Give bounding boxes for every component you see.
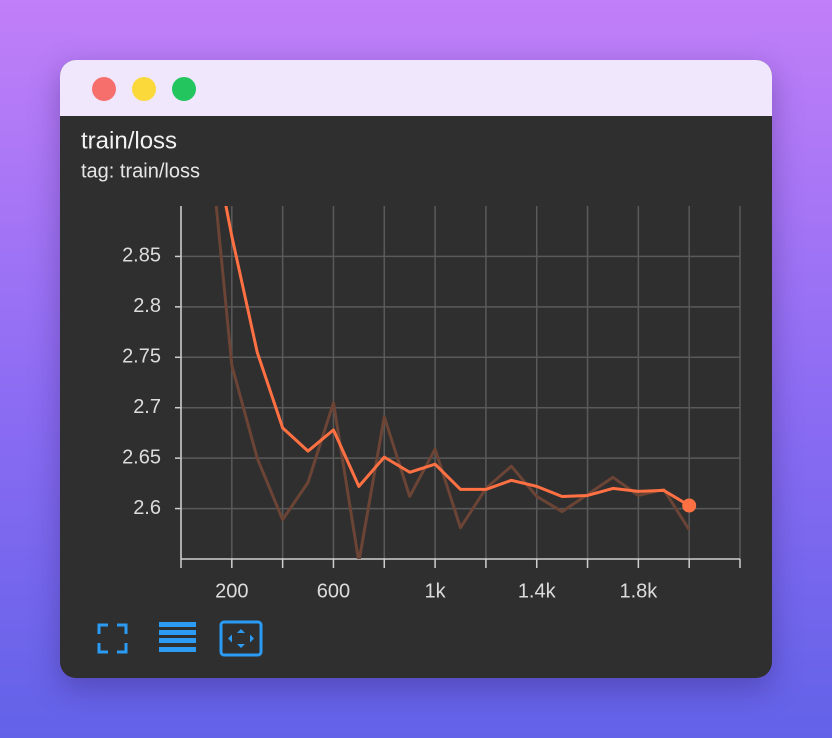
x-tick-label: 1k bbox=[425, 580, 447, 602]
x-tick-label: 1.4k bbox=[518, 580, 557, 602]
x-tick-label: 600 bbox=[317, 580, 350, 602]
y-tick-label: 2.65 bbox=[122, 446, 161, 468]
fullscreen-button[interactable] bbox=[97, 623, 128, 654]
fit-domain-button[interactable] bbox=[219, 620, 263, 657]
chart-subtitle: tag: train/loss bbox=[81, 160, 200, 182]
series-line bbox=[214, 206, 691, 559]
y-tick-label: 2.75 bbox=[122, 346, 161, 368]
last-point bbox=[682, 498, 697, 513]
x-tick-label: 200 bbox=[215, 580, 248, 602]
title-bar bbox=[60, 60, 772, 116]
close-button[interactable] bbox=[92, 77, 116, 101]
x-tick-label: 1.8k bbox=[619, 580, 658, 602]
chart-title: train/loss bbox=[81, 127, 177, 154]
series-line bbox=[224, 206, 690, 507]
y-tick-label: 2.8 bbox=[133, 295, 161, 317]
y-tick-label: 2.7 bbox=[133, 396, 161, 418]
y-tick-label: 2.85 bbox=[122, 245, 161, 267]
minimize-button[interactable] bbox=[132, 77, 156, 101]
window bbox=[60, 60, 772, 678]
maximize-button[interactable] bbox=[172, 77, 196, 101]
toggle-log-button[interactable] bbox=[159, 622, 196, 652]
y-tick-label: 2.6 bbox=[133, 497, 161, 519]
